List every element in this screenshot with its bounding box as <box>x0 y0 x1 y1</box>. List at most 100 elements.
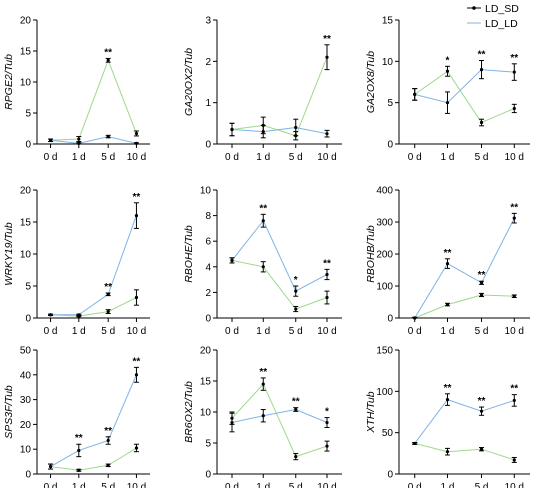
series-line-ld-ld <box>414 399 515 444</box>
data-point <box>48 313 53 317</box>
y-tick-label: 10 <box>200 408 212 419</box>
y-tick-label: 5 <box>25 109 31 120</box>
data-point <box>294 289 298 293</box>
y-tick-label: 15 <box>20 47 32 58</box>
data-point <box>445 101 450 105</box>
data-point <box>512 70 516 74</box>
data-point <box>413 316 417 320</box>
data-point <box>261 414 265 418</box>
y-axis-label: XTH/Tub <box>365 391 377 433</box>
y-axis-label: GA20OX2/Tub <box>183 48 195 116</box>
y-axis-label: RBOHE/Tub <box>183 225 195 283</box>
data-point <box>294 407 298 412</box>
series-line-ld-sd <box>231 383 328 458</box>
significance-mark: ** <box>444 383 452 394</box>
chart-panel-7: 0 10 20 30 40 50 0 d 1 d 5 d 10 d SPS3F/Tub ** ** ** <box>3 346 150 488</box>
data-point <box>230 420 234 425</box>
x-tick-label: 5 d <box>475 152 489 163</box>
x-tick-label: 5 d <box>475 326 489 337</box>
data-point <box>325 55 329 59</box>
x-tick-label: 10 d <box>127 152 146 163</box>
x-tick-label: 0 d <box>225 152 239 163</box>
significance-mark: ** <box>323 34 331 45</box>
data-point <box>106 310 110 314</box>
x-tick-label: 1 d <box>72 326 86 337</box>
series-line-ld-ld <box>231 126 328 135</box>
significance-mark: ** <box>133 356 141 367</box>
x-tick-label: 0 d <box>44 152 58 163</box>
data-point <box>106 463 110 467</box>
series-line-ld-ld <box>414 69 515 104</box>
x-tick-label: 0 d <box>225 482 239 488</box>
y-axis-label: GA2OX8/Tub <box>365 51 377 113</box>
y-axis-label: RBOHB/Tub <box>365 225 377 283</box>
y-tick-label: 20 <box>20 420 32 431</box>
y-tick-label: 0 <box>25 140 31 151</box>
y-tick-label: 0 <box>205 470 211 481</box>
significance-mark: ** <box>478 270 486 281</box>
x-tick-label: 10 d <box>505 326 524 337</box>
y-tick-label: 2 <box>205 288 211 299</box>
y-tick-label: 200 <box>376 250 393 261</box>
x-tick-label: 10 d <box>317 482 336 488</box>
x-tick-label: 5 d <box>101 152 115 163</box>
significance-mark: * <box>294 275 298 286</box>
x-tick-label: 10 d <box>505 482 524 488</box>
data-point <box>261 265 265 269</box>
x-tick-label: 0 d <box>44 482 58 488</box>
data-point <box>479 68 484 72</box>
y-tick-label: 5 <box>387 98 393 109</box>
x-tick-label: 1 d <box>256 326 270 337</box>
y-tick-label: 1 <box>205 98 211 109</box>
data-point <box>445 450 450 454</box>
x-tick-label: 5 d <box>101 482 115 488</box>
significance-mark: ** <box>510 53 518 64</box>
data-point <box>445 262 450 266</box>
y-tick-label: 5 <box>205 439 211 450</box>
y-tick-label: 20 <box>200 346 212 357</box>
series-line-ld-sd <box>50 447 137 471</box>
data-point <box>77 448 81 453</box>
series-line-ld-ld <box>231 408 328 423</box>
data-point <box>512 458 516 462</box>
data-point <box>48 464 53 469</box>
data-point <box>77 141 81 145</box>
y-tick-label: 50 <box>20 346 32 357</box>
series-line-ld-ld <box>231 219 328 292</box>
series-line-ld-sd <box>50 58 137 141</box>
y-tick-label: 0 <box>25 314 31 325</box>
data-point <box>106 438 110 443</box>
x-tick-label: 1 d <box>72 482 86 488</box>
data-point <box>106 134 110 139</box>
x-tick-label: 0 d <box>408 326 422 337</box>
y-tick-label: 0 <box>387 140 393 151</box>
x-tick-label: 10 d <box>317 152 336 163</box>
chart-panel-2: 0 1 2 3 0 d 1 d 5 d 10 d GA20OX2/Tub ** <box>183 16 342 163</box>
data-point <box>445 302 450 307</box>
x-tick-label: 0 d <box>225 326 239 337</box>
x-tick-label: 5 d <box>289 326 303 337</box>
data-point <box>106 58 110 62</box>
y-tick-label: 100 <box>376 282 393 293</box>
data-point <box>261 382 265 386</box>
significance-mark: ** <box>259 203 267 214</box>
significance-mark: ** <box>478 50 486 61</box>
y-axis-label: WRKY19/Tub <box>3 222 15 286</box>
x-tick-label: 5 d <box>289 482 303 488</box>
y-tick-label: 5 <box>25 282 31 293</box>
significance-mark: * <box>325 407 329 418</box>
y-tick-label: 10 <box>20 445 32 456</box>
data-point <box>512 216 516 220</box>
y-axis-label: RPGE2/Tub <box>3 54 15 110</box>
series-line-ld-ld <box>50 136 137 144</box>
series-line-ld-ld <box>414 217 515 319</box>
x-tick-label: 10 d <box>127 482 146 488</box>
data-point <box>134 214 139 218</box>
data-point <box>413 92 417 96</box>
data-point <box>479 293 484 297</box>
data-point <box>512 294 516 298</box>
